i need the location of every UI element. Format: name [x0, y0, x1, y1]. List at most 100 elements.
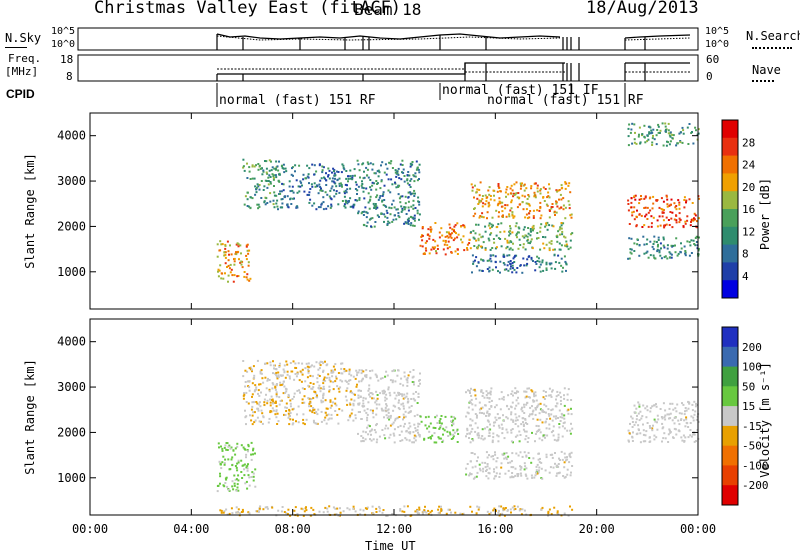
data-cell [667, 122, 670, 125]
data-cell [506, 241, 509, 244]
y-tick-label: 2000 [57, 425, 86, 439]
data-cell [523, 403, 525, 406]
data-cell [633, 141, 636, 144]
data-cell [412, 392, 415, 395]
data-cell [362, 190, 365, 193]
data-cell [562, 222, 565, 225]
data-cell [225, 478, 228, 481]
data-cell [393, 206, 396, 209]
data-cell [539, 192, 542, 195]
data-cell [322, 196, 325, 199]
data-cell [416, 511, 419, 513]
data-cell [684, 254, 687, 257]
data-cell [512, 466, 515, 469]
data-cell [495, 419, 498, 421]
data-cell [661, 215, 664, 218]
data-cell [346, 184, 348, 187]
data-cell [394, 380, 397, 383]
data-cell [448, 232, 450, 235]
data-cell [254, 419, 257, 422]
data-cell [371, 181, 374, 184]
data-cell [477, 244, 480, 247]
data-cell [223, 254, 226, 257]
data-cell [524, 216, 527, 219]
data-cell [382, 509, 385, 511]
data-cell [505, 195, 507, 198]
data-cell [516, 419, 519, 422]
data-cell [344, 206, 347, 209]
data-cell [407, 397, 410, 400]
data-cell [384, 396, 387, 399]
data-cell [388, 206, 391, 209]
data-cell [550, 395, 553, 398]
data-cell [488, 467, 491, 470]
data-cell [411, 441, 414, 444]
data-cell [656, 428, 659, 431]
data-cell [248, 389, 251, 392]
data-cell [511, 214, 514, 217]
data-cell [272, 203, 275, 206]
data-cell [697, 253, 700, 256]
data-cell [639, 141, 642, 144]
data-cell [257, 203, 260, 206]
data-cell [692, 142, 695, 145]
data-cell [327, 413, 330, 416]
data-cell [370, 439, 373, 442]
data-cell [667, 141, 670, 144]
data-cell [667, 132, 670, 135]
data-cell [225, 448, 228, 451]
data-cell [642, 404, 645, 407]
data-cell [492, 254, 495, 257]
data-cell [628, 237, 631, 240]
data-cell [545, 243, 548, 246]
data-cell [633, 423, 636, 426]
data-cell [480, 437, 483, 440]
data-cell [427, 509, 430, 512]
data-cell [544, 469, 547, 472]
data-cell [334, 507, 337, 510]
data-cell [472, 262, 475, 265]
data-cell [677, 199, 680, 202]
data-cell [404, 415, 407, 418]
data-cell [424, 505, 426, 508]
data-cell [389, 191, 392, 194]
data-cell [260, 197, 263, 199]
data-cell [376, 194, 379, 197]
data-cell [387, 220, 390, 223]
data-cell [285, 360, 288, 363]
data-cell [407, 217, 410, 220]
data-cell [509, 476, 512, 479]
data-cell [241, 266, 244, 269]
data-cell [676, 142, 679, 145]
data-cell [482, 241, 485, 244]
data-cell [492, 509, 495, 512]
data-cell [380, 407, 383, 410]
data-cell [316, 381, 319, 384]
data-cell [532, 457, 535, 460]
data-cell [242, 360, 245, 362]
data-cell [288, 377, 291, 380]
data-cell [403, 422, 406, 425]
data-cell [693, 433, 696, 436]
data-cell [470, 430, 473, 433]
data-cell [408, 174, 411, 177]
data-cell [676, 403, 679, 406]
data-cell [333, 172, 336, 175]
data-cell [221, 447, 224, 450]
data-cell [406, 392, 409, 395]
data-cell [236, 469, 239, 472]
data-cell [286, 370, 289, 373]
data-cell [646, 405, 649, 408]
data-cell [563, 394, 565, 397]
data-cell [401, 209, 404, 212]
data-cell [347, 419, 350, 422]
data-cell [310, 398, 313, 400]
data-cell [334, 397, 337, 400]
data-cell [495, 266, 497, 269]
data-cell [230, 268, 233, 271]
data-cell [325, 376, 328, 379]
data-cell [223, 510, 226, 513]
data-cell [398, 184, 401, 187]
data-cell [488, 222, 491, 225]
data-cell [293, 378, 296, 381]
